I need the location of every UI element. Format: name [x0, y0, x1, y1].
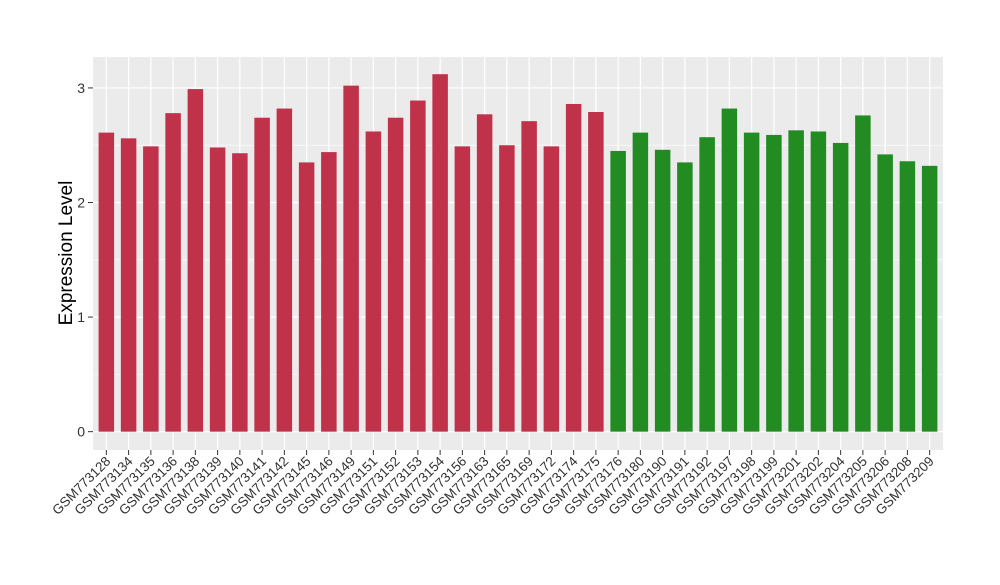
bar-GSM773201: [788, 130, 804, 432]
bar-GSM773202: [810, 131, 827, 432]
bar-GSM773165: [499, 145, 515, 432]
bars: [98, 74, 938, 432]
bar-GSM773128: [98, 132, 115, 432]
bar-GSM773206: [877, 154, 893, 432]
bar-GSM773138: [187, 89, 204, 432]
bar-GSM773199: [766, 134, 782, 432]
bar-GSM773145: [298, 162, 315, 432]
bar-GSM773152: [387, 117, 404, 432]
bar-GSM773192: [699, 137, 715, 432]
bar-GSM773142: [276, 108, 293, 432]
bar-GSM773139: [209, 147, 226, 432]
bar-GSM773153: [410, 100, 426, 432]
bar-GSM773180: [632, 132, 649, 432]
bar-GSM773149: [343, 85, 359, 432]
bar-GSM773172: [543, 146, 560, 432]
bar-GSM773154: [432, 74, 448, 432]
bar-GSM773174: [565, 103, 582, 432]
bar-GSM773204: [832, 142, 849, 432]
bar-GSM773140: [232, 153, 248, 432]
bar-GSM773205: [855, 115, 871, 432]
bar-GSM773141: [254, 117, 270, 432]
y-axis: 0 1 2 3: [77, 80, 93, 440]
bar-GSM773190: [654, 149, 671, 432]
bar-GSM773198: [743, 132, 760, 432]
bar-GSM773175: [588, 111, 604, 432]
bar-GSM773209: [921, 165, 938, 432]
bar-GSM773136: [165, 113, 181, 432]
bar-GSM773176: [610, 150, 626, 432]
bar-GSM773135: [143, 146, 159, 432]
bar-GSM773134: [120, 138, 137, 432]
y-axis-label: Expression Level: [56, 181, 77, 326]
bar-GSM773163: [476, 114, 493, 432]
bar-GSM773156: [454, 146, 471, 432]
y-tick-label: 2: [77, 195, 85, 211]
bar-GSM773146: [321, 152, 337, 432]
bar-GSM773191: [677, 162, 693, 432]
bar-GSM773208: [899, 161, 916, 432]
x-axis: GSM773128GSM773134GSM773135GSM773136GSM7…: [49, 450, 937, 518]
bar-GSM773197: [721, 108, 738, 432]
y-tick-label: 1: [77, 309, 85, 325]
y-tick-label: 3: [77, 80, 85, 96]
bar-GSM773151: [365, 131, 382, 432]
bar-GSM773169: [521, 121, 537, 432]
y-tick-label: 0: [77, 424, 85, 440]
